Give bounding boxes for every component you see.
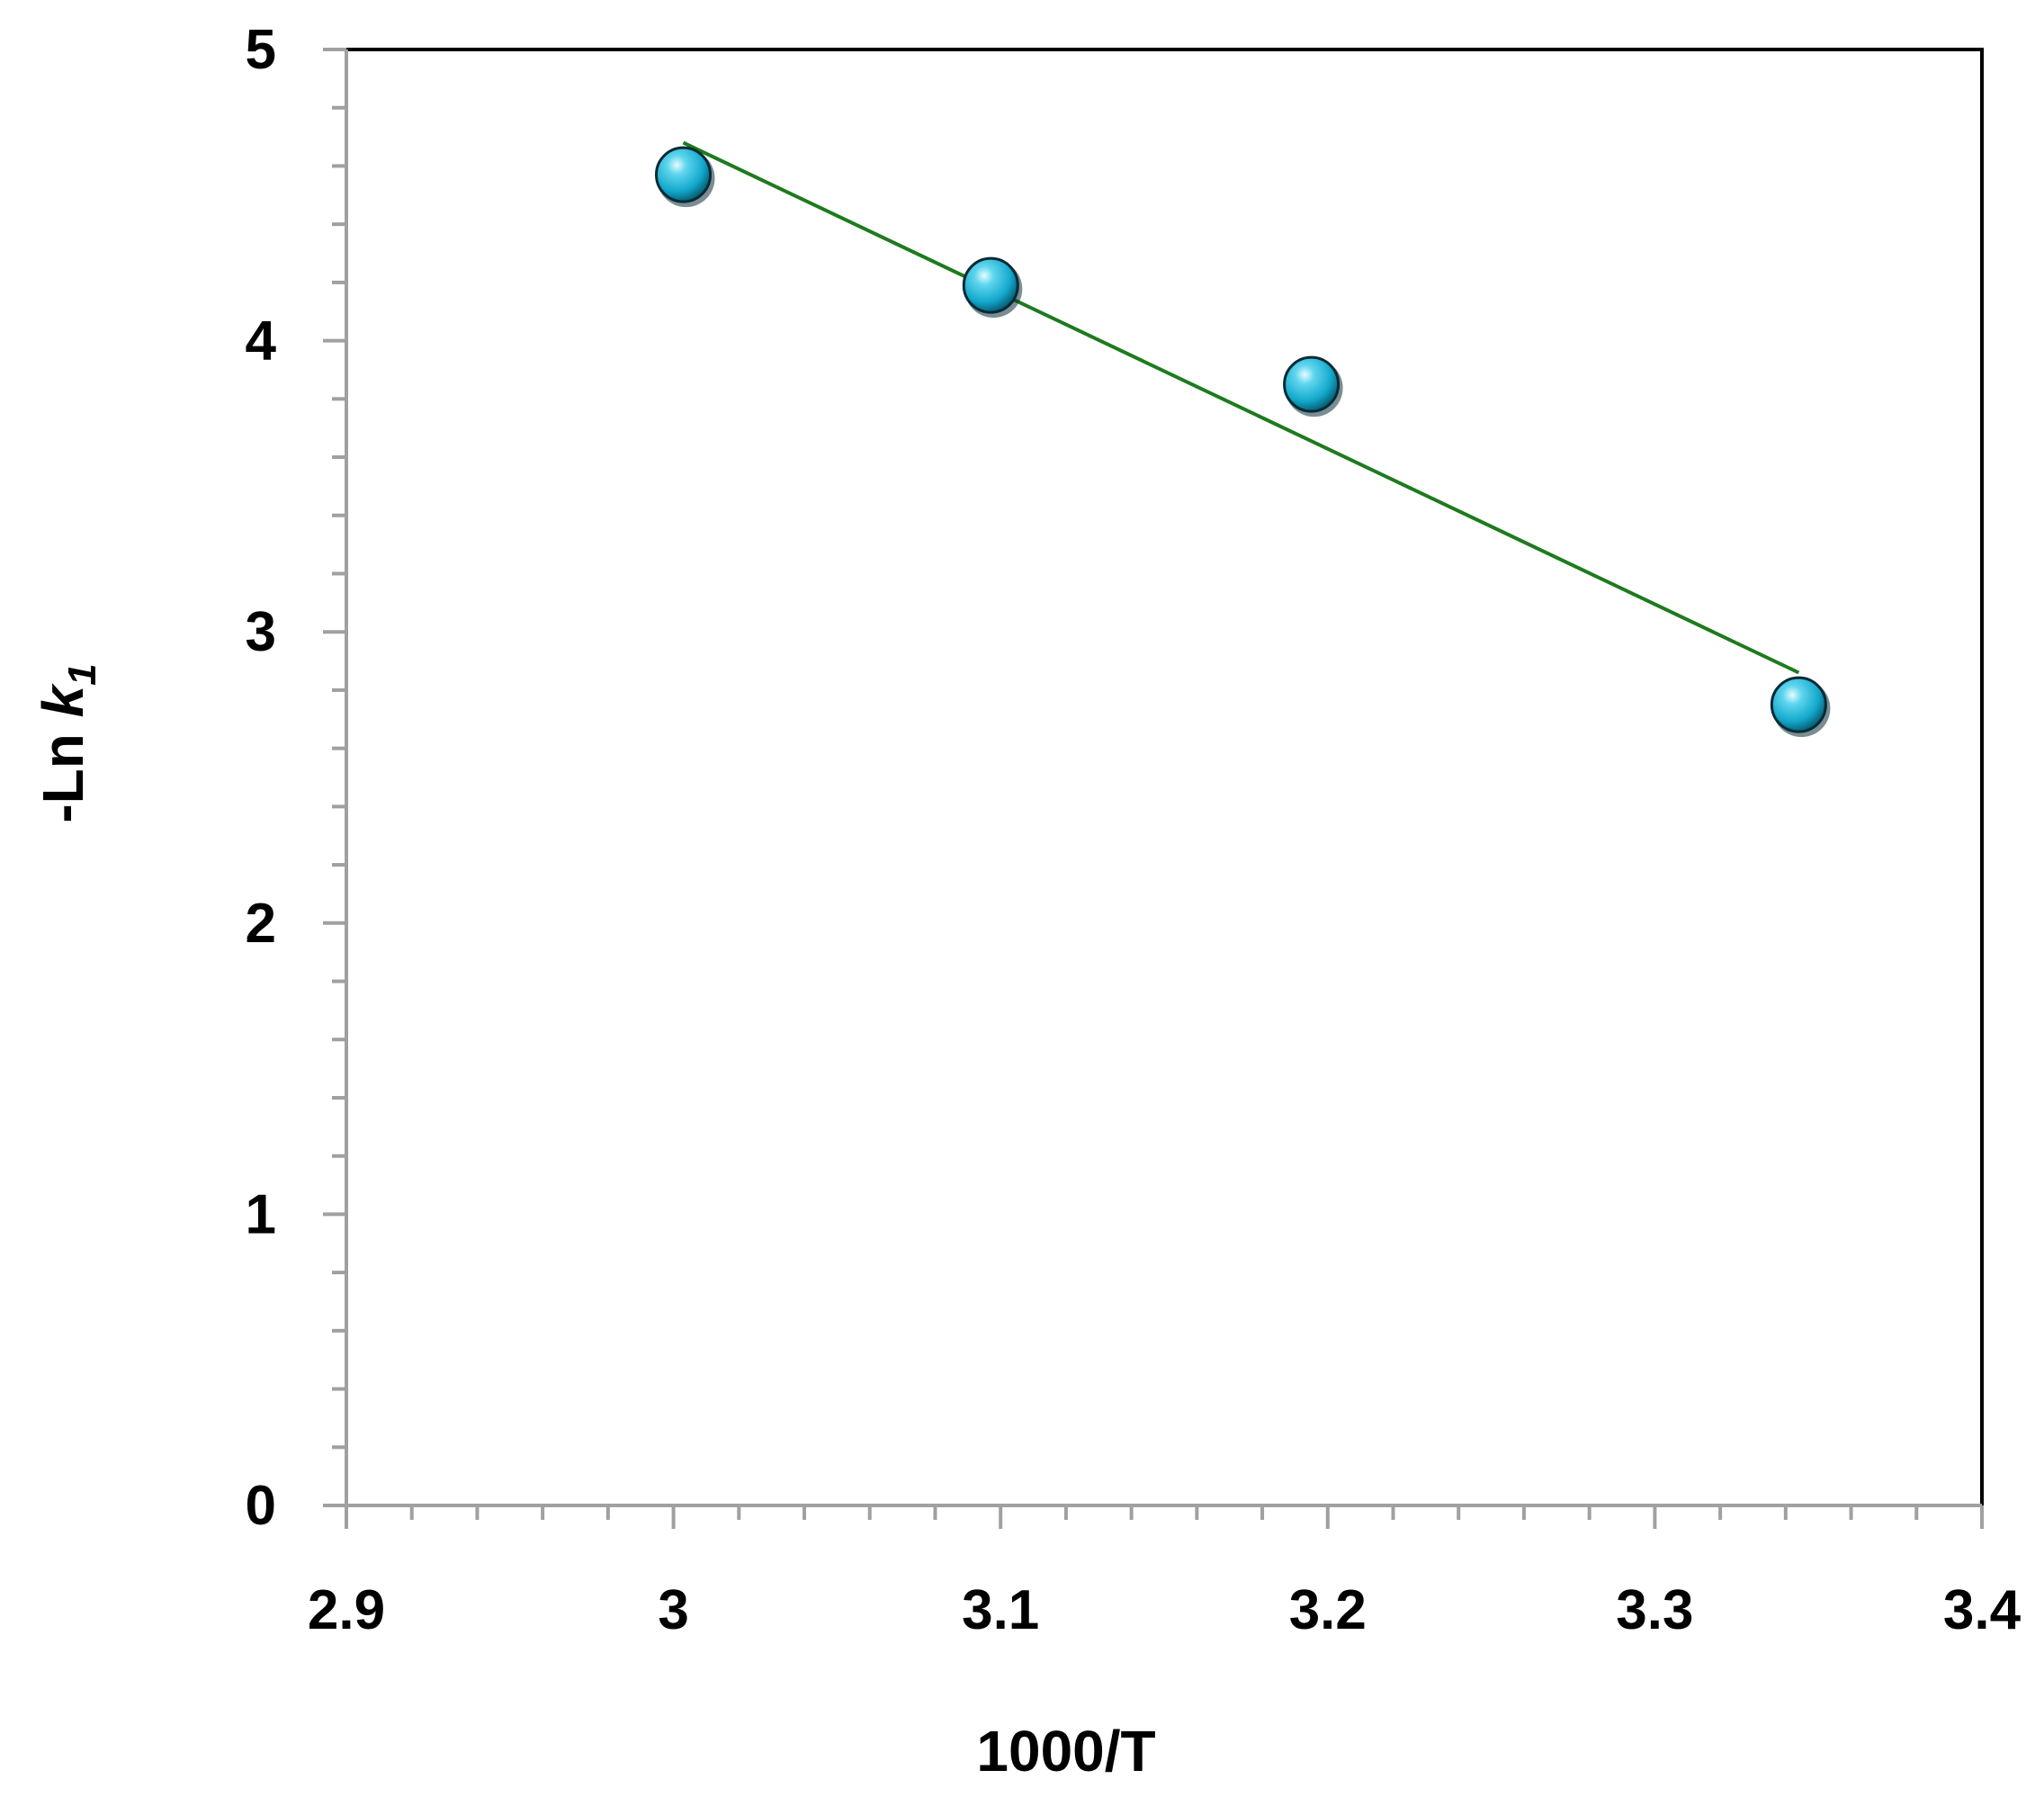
x-axis-ticks (345, 1505, 1984, 1529)
y-axis-title-symbol: k (31, 682, 95, 717)
y-tick-label: 5 (246, 19, 276, 81)
y-tick-labels: 0 1 2 3 4 5 (246, 19, 277, 1537)
x-tick-label: 3.4 (1943, 1579, 2022, 1641)
data-point (962, 256, 1019, 314)
y-tick-label: 3 (246, 601, 276, 663)
y-tick-label: 0 (246, 1475, 276, 1537)
x-tick-label: 3.2 (1289, 1579, 1367, 1641)
y-axis-title-subscript: 1 (60, 663, 104, 685)
data-point (1283, 355, 1340, 413)
y-tick-label: 2 (246, 893, 276, 955)
y-axis-ticks (323, 48, 346, 1507)
x-tick-label: 2.9 (308, 1579, 385, 1641)
plot-frame (345, 48, 1984, 1507)
x-tick-label: 3.1 (962, 1579, 1039, 1641)
data-point (1770, 676, 1827, 733)
y-axis-title: -Ln k1 (31, 663, 104, 822)
x-tick-labels: 2.9 3 3.1 3.2 3.3 3.4 (308, 1579, 2022, 1641)
fit-line (682, 140, 1800, 675)
y-axis-title-prefix: -Ln (31, 717, 95, 822)
y-tick-label: 4 (246, 310, 277, 373)
y-tick-label: 1 (246, 1183, 276, 1245)
x-axis-title: 1000/T (976, 1719, 1155, 1784)
data-point (655, 146, 713, 203)
x-tick-label: 3.3 (1616, 1579, 1693, 1641)
x-tick-label: 3 (658, 1579, 688, 1641)
data-points (655, 146, 1831, 738)
